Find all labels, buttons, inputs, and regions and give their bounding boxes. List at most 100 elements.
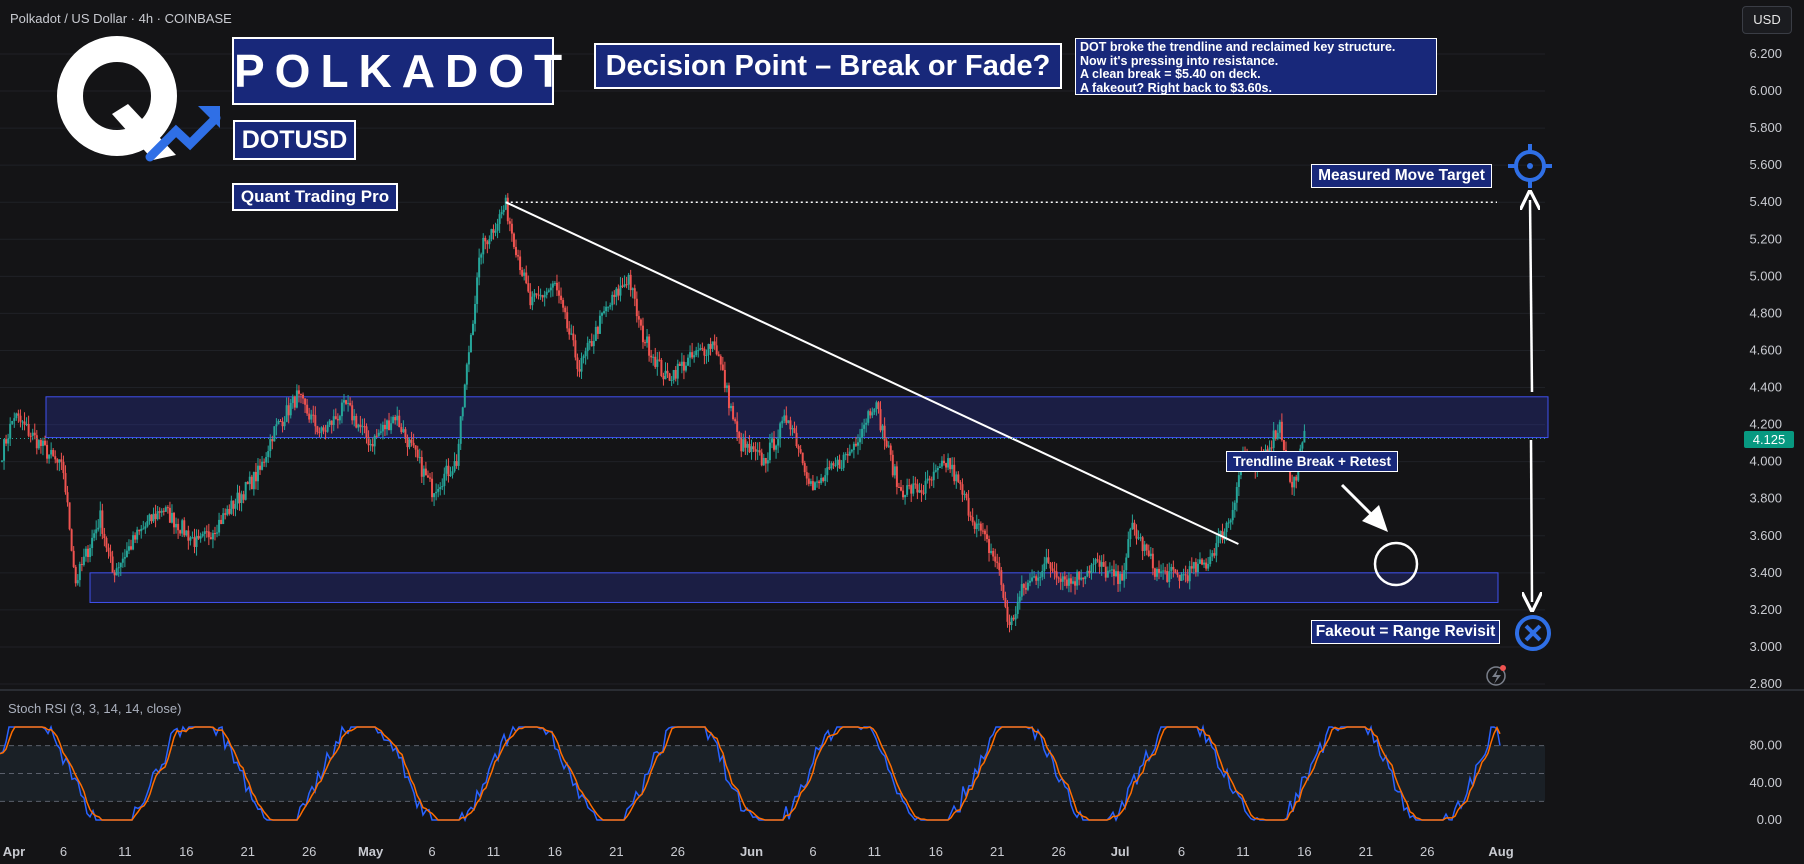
- candle-body: [510, 223, 513, 234]
- candle: [283, 416, 286, 431]
- candle-body: [836, 459, 839, 466]
- candle: [463, 383, 466, 408]
- price-tick-label: 2.800: [1749, 676, 1782, 691]
- candle-body: [461, 407, 464, 417]
- candle: [230, 495, 233, 515]
- candle-body: [1176, 572, 1179, 575]
- candle: [467, 345, 470, 373]
- candle: [408, 438, 411, 450]
- candle: [9, 417, 12, 447]
- candle-body: [1104, 566, 1107, 578]
- currency-button[interactable]: USD: [1742, 6, 1792, 34]
- candle: [592, 334, 595, 354]
- candle: [676, 359, 679, 386]
- candle-body: [130, 546, 133, 550]
- candle-body: [109, 551, 112, 557]
- candle-body: [676, 363, 679, 379]
- candle: [97, 519, 100, 532]
- candle-body: [920, 490, 923, 493]
- candle-body: [865, 422, 868, 425]
- candle-body: [355, 415, 358, 428]
- alert-dot: [1500, 665, 1506, 671]
- candle-body: [506, 197, 509, 222]
- candle-body: [87, 548, 90, 558]
- candle: [1018, 590, 1021, 610]
- candle: [166, 505, 169, 514]
- time-tick-label: 6: [1178, 844, 1185, 859]
- candle-body: [46, 444, 49, 459]
- candle-body: [856, 442, 859, 446]
- candle-body: [670, 380, 673, 382]
- candle-body: [1211, 553, 1214, 557]
- candle: [39, 438, 42, 454]
- candle-body: [715, 345, 718, 355]
- candle-body: [404, 429, 407, 438]
- candle-body: [703, 348, 706, 356]
- candle: [1006, 599, 1009, 628]
- candle-body: [1141, 537, 1144, 552]
- candle: [351, 400, 354, 425]
- candle-body: [113, 572, 116, 576]
- candle: [578, 359, 581, 378]
- candle-body: [1106, 570, 1109, 578]
- candle: [519, 250, 522, 275]
- candle-body: [170, 512, 173, 523]
- candle: [603, 306, 606, 315]
- candle: [1067, 572, 1070, 593]
- candle-body: [480, 254, 483, 258]
- candle-body: [721, 364, 724, 370]
- candle: [979, 521, 982, 537]
- candle: [727, 382, 730, 416]
- candle: [11, 420, 14, 425]
- candle-body: [1201, 559, 1204, 565]
- candle-body: [988, 539, 991, 553]
- candle: [598, 310, 601, 335]
- candlestick-series: [1, 193, 1306, 633]
- candle: [766, 452, 769, 472]
- candle: [1190, 557, 1193, 574]
- candle-body: [283, 421, 286, 427]
- time-axis[interactable]: Apr 6 11 16 21 26 May 6 11 16 21 26 Jun 6 11 16 21 26 Jul 6…: [3, 844, 1514, 859]
- candle: [799, 445, 802, 455]
- candle: [1166, 563, 1169, 583]
- candle: [818, 479, 821, 489]
- candle: [1084, 576, 1087, 585]
- candle-body: [195, 535, 198, 547]
- candle-body: [1153, 568, 1156, 577]
- candle: [840, 460, 843, 471]
- candle: [23, 412, 26, 431]
- candle-body: [1196, 563, 1199, 573]
- candle-body: [1061, 576, 1064, 582]
- candle: [570, 324, 573, 336]
- candle: [975, 514, 978, 538]
- current-price-tag: 4.125: [1744, 431, 1794, 448]
- candle-body: [713, 341, 716, 346]
- candle-body: [291, 396, 294, 403]
- candle: [738, 430, 741, 444]
- candle: [551, 280, 554, 297]
- candle: [568, 321, 571, 340]
- crosshair-icon: [1508, 144, 1552, 188]
- price-axis[interactable]: 6.200 6.000 5.800 5.600 5.400 5.200 5.000 4.800…: [1749, 46, 1782, 691]
- candle: [1121, 565, 1124, 581]
- candle: [426, 470, 429, 478]
- candle-body: [70, 529, 73, 551]
- price-tick-label: 5.400: [1749, 194, 1782, 209]
- note-line: A clean break = $5.40 on deck.: [1080, 67, 1261, 81]
- candle: [848, 444, 851, 456]
- candle-body: [420, 457, 423, 477]
- candle-body: [1155, 568, 1158, 577]
- candle-body: [1096, 559, 1099, 561]
- symbol-title: Polkadot / US Dollar · 4h · COINBASE: [10, 11, 232, 26]
- candle: [938, 463, 941, 469]
- candle: [379, 423, 382, 435]
- candle-body: [168, 507, 171, 523]
- candle: [1010, 615, 1013, 631]
- price-tick-label: 5.000: [1749, 268, 1782, 283]
- candle-body: [633, 288, 636, 299]
- candle: [328, 419, 331, 428]
- candle: [1080, 569, 1083, 581]
- candle: [347, 394, 350, 412]
